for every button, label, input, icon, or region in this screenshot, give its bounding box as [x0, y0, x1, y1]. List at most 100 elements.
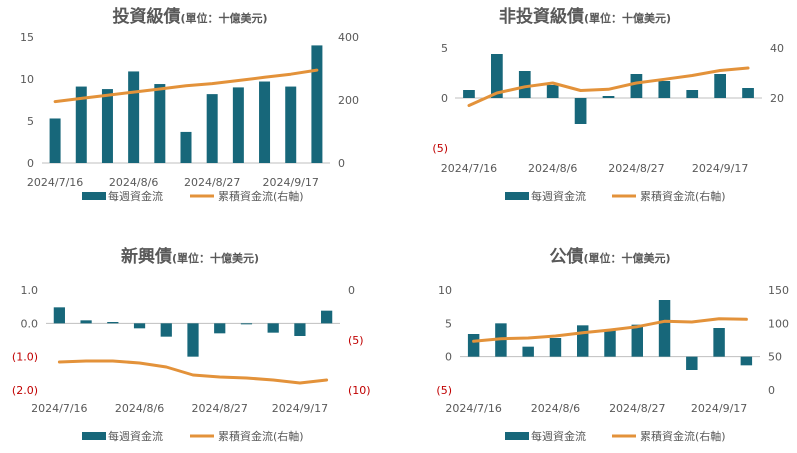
- weekly-flow-bar: [631, 324, 643, 357]
- chart-title-main: 投資級債: [112, 6, 180, 27]
- panel-emerging-market-debt: 新興債(單位：十億美元) (2.0) (1.0) 0.0 1.0 (10) (5) 0 2024…: [12, 246, 371, 443]
- weekly-flow-bar: [604, 330, 616, 357]
- legend-bar-label: 每週資金流: [108, 429, 163, 443]
- left-axis-tick-label: 0: [445, 351, 452, 364]
- left-axis-tick-label: (2.0): [12, 384, 38, 397]
- weekly-flow-bar: [133, 323, 146, 329]
- right-axis-tick-label: (5): [348, 334, 364, 347]
- left-axis-tick-label: 10: [20, 73, 34, 86]
- panel-non-investment-grade: 非投資級債(單位：十億美元) (5) 0 5 20 40 2024/7/16 2024/8/6…: [432, 6, 784, 203]
- weekly-flow-bar: [107, 322, 119, 324]
- weekly-flow-bar: [686, 90, 699, 98]
- weekly-flow-bar: [80, 320, 92, 324]
- x-axis-tick-label: 2024/8/6: [115, 402, 164, 415]
- x-axis-tick-label: 2024/8/27: [192, 402, 248, 415]
- weekly-flow-bar: [240, 323, 253, 325]
- weekly-flow-bar: [180, 131, 192, 163]
- legend-bar-swatch: [82, 432, 106, 440]
- weekly-flow-bar: [630, 74, 643, 98]
- x-axis-tick-label: 2024/7/16: [441, 162, 497, 175]
- x-axis-tick-label: 2024/9/17: [691, 402, 747, 415]
- legend-bar-swatch: [505, 192, 529, 200]
- right-axis-tick-label: 50: [768, 351, 782, 364]
- left-axis-tick-label: 5: [27, 115, 34, 128]
- x-axis-tick-label: 2024/7/16: [27, 176, 83, 189]
- weekly-flow-bar: [53, 307, 65, 324]
- weekly-flow-bar: [463, 90, 475, 98]
- left-axis-tick-label: 5: [445, 317, 452, 330]
- weekly-flow-bar: [267, 323, 279, 333]
- chart-title: 公債(單位：十億美元): [549, 246, 670, 267]
- chart-title-unit: (單位：十億美元): [172, 251, 259, 265]
- weekly-flow-bar: [491, 54, 503, 98]
- chart-title-main: 非投資級債: [499, 6, 584, 27]
- weekly-flow-bar: [187, 323, 199, 357]
- weekly-flow-bar: [160, 323, 172, 337]
- left-axis-tick-label: 5: [441, 42, 448, 55]
- chart-title-unit: (單位：十億美元): [180, 11, 267, 25]
- right-axis-tick-label: 200: [338, 94, 359, 107]
- x-axis-tick-label: 2024/8/27: [609, 402, 665, 415]
- weekly-flow-bar: [206, 94, 218, 163]
- chart-legend: 每週資金流 累積資金流(右軸): [82, 189, 304, 203]
- legend-line-label: 累積資金流(右軸): [218, 429, 304, 443]
- weekly-flow-bar: [658, 81, 671, 98]
- chart-title-main: 新興債: [121, 246, 172, 267]
- weekly-flow-bar: [549, 338, 562, 357]
- weekly-flow-bar: [577, 325, 589, 357]
- weekly-flow-bar: [101, 89, 113, 163]
- right-axis-tick-label: (10): [348, 384, 371, 397]
- weekly-flow-bar: [518, 71, 531, 98]
- weekly-flow-bar: [49, 118, 61, 163]
- right-axis-tick-label: 0: [338, 157, 345, 170]
- chart-title-unit: (單位：十億美元): [583, 251, 670, 265]
- weekly-flow-bar: [713, 328, 725, 357]
- left-axis-tick-label: 15: [20, 31, 34, 44]
- legend-line-label: 累積資金流(右軸): [218, 189, 304, 203]
- legend-line-label: 累積資金流(右軸): [640, 189, 726, 203]
- x-axis-tick-label: 2024/7/16: [31, 402, 87, 415]
- weekly-flow-bar: [467, 334, 480, 357]
- left-axis-tick-label: 0.0: [21, 317, 39, 330]
- legend-bar-swatch: [82, 192, 106, 200]
- right-axis-tick-label: 0: [348, 284, 355, 297]
- weekly-flow-bar: [232, 87, 244, 163]
- chart-title: 新興債(單位：十億美元): [121, 246, 259, 267]
- legend-bar-label: 每週資金流: [531, 429, 586, 443]
- weekly-flow-bar: [214, 323, 226, 334]
- chart-title-unit: (單位：十億美元): [584, 11, 671, 25]
- cumulative-flow-line: [472, 317, 748, 343]
- weekly-flow-bar: [740, 356, 753, 366]
- weekly-flow-bar: [285, 86, 297, 163]
- left-axis-tick-label: (1.0): [12, 351, 38, 364]
- x-axis-tick-label: 2024/8/27: [608, 162, 664, 175]
- chart-title: 投資級債(單位：十億美元): [112, 6, 267, 27]
- x-axis-tick-label: 2024/7/16: [445, 402, 501, 415]
- chart-legend: 每週資金流 累積資金流(右軸): [505, 189, 726, 203]
- x-axis-tick-label: 2024/8/6: [531, 402, 580, 415]
- right-axis-tick-label: 100: [768, 317, 789, 330]
- left-axis-tick-label: 0: [27, 157, 34, 170]
- x-axis-tick-label: 2024/8/27: [184, 176, 240, 189]
- weekly-flow-bar: [602, 96, 615, 98]
- right-axis-tick-label: 400: [338, 31, 359, 44]
- left-axis-tick-label: 1.0: [21, 284, 39, 297]
- x-axis-tick-label: 2024/8/6: [109, 176, 158, 189]
- weekly-flow-bar: [259, 81, 271, 163]
- chart-legend: 每週資金流 累積資金流(右軸): [505, 429, 726, 443]
- right-axis-tick-label: 20: [770, 92, 784, 105]
- legend-bar-label: 每週資金流: [108, 189, 163, 203]
- legend-line-label: 累積資金流(右軸): [640, 429, 726, 443]
- x-axis-tick-label: 2024/8/6: [528, 162, 577, 175]
- left-axis-tick-label: 0: [441, 92, 448, 105]
- left-axis-tick-label: 10: [438, 284, 452, 297]
- weekly-flow-bar: [154, 84, 166, 163]
- weekly-flow-bar: [742, 88, 754, 98]
- x-axis-tick-label: 2024/9/17: [263, 176, 319, 189]
- x-axis-tick-label: 2024/9/17: [272, 402, 328, 415]
- weekly-flow-bar: [75, 86, 87, 163]
- weekly-flow-bar: [128, 71, 140, 163]
- chart-legend: 每週資金流 累積資金流(右軸): [82, 429, 304, 443]
